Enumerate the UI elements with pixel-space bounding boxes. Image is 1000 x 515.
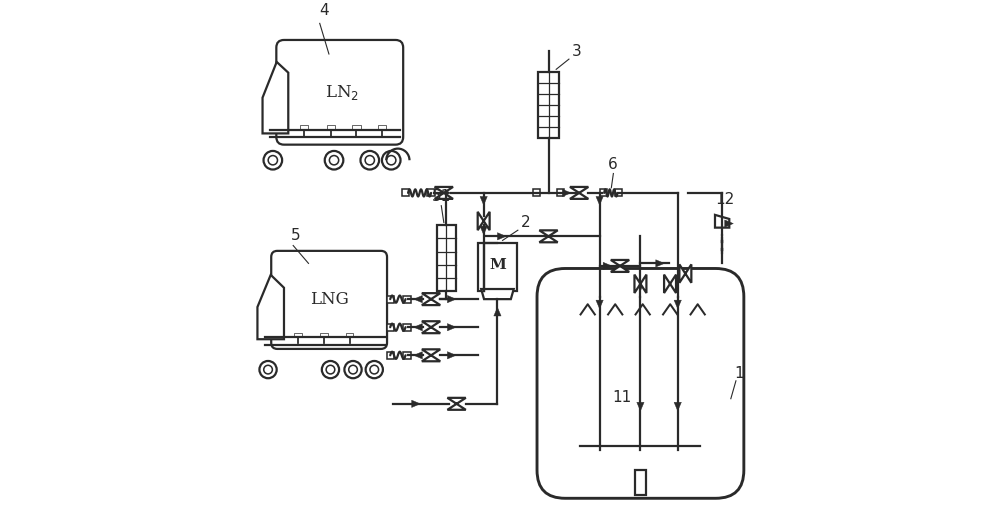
- Polygon shape: [447, 296, 456, 303]
- Polygon shape: [412, 400, 420, 407]
- Bar: [427, 190, 435, 197]
- FancyBboxPatch shape: [537, 268, 744, 499]
- Polygon shape: [679, 264, 691, 283]
- Polygon shape: [715, 215, 729, 228]
- Bar: [387, 296, 394, 303]
- Polygon shape: [674, 300, 681, 309]
- Text: 5: 5: [291, 228, 301, 243]
- Bar: [437, 225, 456, 291]
- Polygon shape: [596, 300, 603, 309]
- Polygon shape: [257, 275, 284, 339]
- Text: 4: 4: [319, 3, 329, 18]
- Text: 12: 12: [715, 192, 734, 207]
- Polygon shape: [414, 296, 422, 303]
- Bar: [538, 72, 559, 138]
- Text: 51: 51: [432, 190, 451, 204]
- Text: 3: 3: [572, 44, 581, 59]
- Polygon shape: [480, 197, 487, 205]
- Polygon shape: [494, 307, 501, 316]
- Polygon shape: [570, 187, 588, 199]
- Polygon shape: [263, 62, 288, 133]
- Polygon shape: [414, 323, 422, 331]
- Text: 2: 2: [521, 215, 530, 230]
- Polygon shape: [497, 233, 506, 240]
- Text: LN$_2$: LN$_2$: [325, 83, 359, 102]
- Text: 11: 11: [613, 390, 632, 405]
- Bar: [600, 190, 607, 197]
- Text: 6: 6: [607, 157, 617, 173]
- Bar: [635, 470, 646, 494]
- Polygon shape: [422, 321, 440, 333]
- Bar: [403, 352, 411, 359]
- Bar: [557, 190, 564, 197]
- Polygon shape: [664, 274, 676, 293]
- FancyBboxPatch shape: [276, 40, 403, 145]
- Polygon shape: [414, 352, 422, 359]
- Polygon shape: [725, 220, 733, 227]
- Polygon shape: [480, 226, 487, 235]
- Bar: [352, 125, 361, 130]
- Bar: [294, 333, 302, 337]
- Polygon shape: [481, 289, 514, 299]
- Polygon shape: [422, 349, 440, 362]
- Bar: [346, 333, 353, 337]
- Polygon shape: [637, 282, 644, 291]
- Bar: [387, 323, 394, 331]
- Bar: [378, 125, 386, 130]
- Text: 1: 1: [734, 366, 744, 381]
- Polygon shape: [603, 262, 612, 269]
- FancyBboxPatch shape: [271, 251, 387, 349]
- Text: LNG: LNG: [310, 291, 349, 308]
- Bar: [478, 243, 517, 290]
- Polygon shape: [422, 293, 440, 305]
- Polygon shape: [674, 402, 681, 411]
- Polygon shape: [596, 197, 603, 205]
- Bar: [387, 352, 394, 359]
- Bar: [327, 125, 335, 130]
- Polygon shape: [478, 212, 490, 230]
- Bar: [300, 125, 308, 130]
- Bar: [403, 296, 411, 303]
- Polygon shape: [634, 274, 646, 293]
- Bar: [402, 190, 409, 197]
- Polygon shape: [447, 352, 456, 359]
- Polygon shape: [611, 260, 629, 272]
- Polygon shape: [447, 398, 466, 410]
- Polygon shape: [435, 187, 453, 199]
- Polygon shape: [447, 323, 456, 331]
- Polygon shape: [656, 260, 664, 267]
- Polygon shape: [562, 189, 571, 197]
- Bar: [403, 323, 411, 331]
- Bar: [533, 190, 540, 197]
- Bar: [615, 190, 622, 197]
- Polygon shape: [539, 230, 558, 242]
- Text: M: M: [489, 259, 506, 272]
- Polygon shape: [442, 189, 451, 197]
- Polygon shape: [637, 402, 644, 411]
- Bar: [320, 333, 328, 337]
